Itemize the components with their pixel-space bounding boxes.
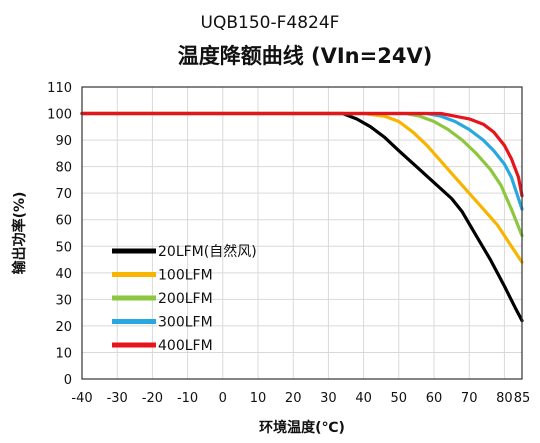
y-tick-label: 110 bbox=[47, 81, 72, 96]
series-line-5 bbox=[80, 111, 524, 198]
x-tick-label: 80 bbox=[496, 391, 513, 406]
legend: 20LFM(自然风) 100LFM 200LFM 300LFM 400LFM bbox=[112, 243, 257, 354]
x-tick-label: 85 bbox=[514, 391, 531, 406]
x-tick-label: 70 bbox=[461, 391, 478, 406]
legend-label-4: 300LFM bbox=[158, 315, 213, 331]
y-axis-label: 输出功率(%) bbox=[11, 192, 28, 275]
series-line-2 bbox=[80, 111, 524, 264]
y-tick-label: 30 bbox=[55, 293, 72, 308]
plot-frame bbox=[81, 86, 523, 380]
y-tick-label: 40 bbox=[55, 267, 72, 282]
y-tick-label: 100 bbox=[47, 108, 72, 123]
series-lines bbox=[80, 111, 524, 323]
x-tick-label: 30 bbox=[320, 391, 337, 406]
model-title: UQB150-F4824F bbox=[201, 13, 340, 33]
x-tick-label: -20 bbox=[142, 391, 163, 406]
x-axis-label: 环境温度(℃) bbox=[259, 419, 345, 436]
y-tick-label: 20 bbox=[55, 320, 72, 335]
tick-labels: 0 10 20 30 40 50 60 70 80 90 100 110 -40 -30 -20 -10 0 10… bbox=[47, 81, 530, 406]
x-tick-label: 50 bbox=[391, 391, 408, 406]
y-tick-label: 50 bbox=[55, 240, 72, 255]
x-tick-label: 40 bbox=[355, 391, 372, 406]
legend-label-5: 400LFM bbox=[158, 338, 213, 354]
series-line-4 bbox=[80, 111, 524, 211]
y-tick-label: 70 bbox=[55, 187, 72, 202]
x-tick-label: 60 bbox=[426, 391, 443, 406]
chart-title: 温度降额曲线 (VIn=24V) bbox=[178, 44, 433, 68]
x-tick-label: -40 bbox=[71, 391, 92, 406]
legend-label-1: 20LFM(自然风) bbox=[158, 243, 257, 260]
x-tick-label: 10 bbox=[250, 391, 267, 406]
legend-label-3: 200LFM bbox=[158, 291, 213, 307]
x-tick-label: -30 bbox=[107, 391, 128, 406]
x-tick-label: -10 bbox=[177, 391, 198, 406]
y-tick-label: 10 bbox=[55, 346, 72, 361]
x-tick-label: 0 bbox=[219, 391, 227, 406]
y-tick-label: 80 bbox=[55, 161, 72, 176]
x-tick-label: 20 bbox=[285, 391, 302, 406]
y-tick-label: 60 bbox=[55, 214, 72, 229]
y-tick-label: 0 bbox=[64, 373, 72, 388]
y-tick-label: 90 bbox=[55, 134, 72, 149]
grid bbox=[82, 86, 522, 380]
series-line-3 bbox=[80, 111, 524, 238]
series-line-1 bbox=[80, 111, 524, 323]
legend-label-2: 100LFM bbox=[158, 268, 213, 284]
